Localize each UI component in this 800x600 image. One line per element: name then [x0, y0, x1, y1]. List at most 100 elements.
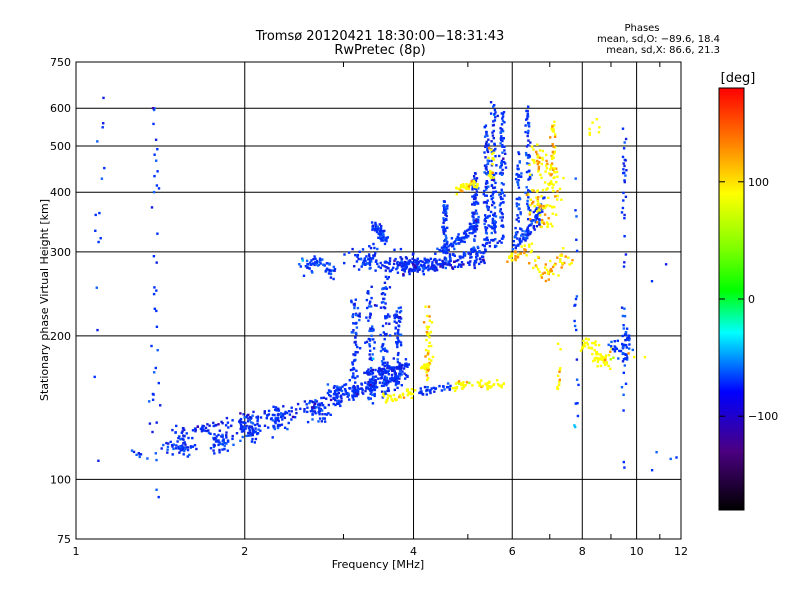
echo-point — [386, 389, 389, 393]
echo-point — [527, 129, 530, 133]
echo-point — [493, 108, 497, 112]
echo-point — [487, 170, 490, 174]
echo-point — [425, 330, 429, 334]
echo-point — [332, 386, 336, 389]
echo-point — [318, 413, 321, 416]
echo-point — [516, 181, 520, 185]
echo-point — [259, 416, 263, 419]
echo-point — [383, 333, 387, 336]
echo-point — [489, 169, 492, 173]
echo-point — [341, 392, 345, 396]
echo-point — [549, 204, 552, 208]
echo-point — [396, 315, 399, 319]
echo-point — [556, 175, 559, 178]
echo-point — [364, 341, 367, 344]
echo-point — [394, 372, 398, 375]
echo-point — [541, 158, 544, 161]
echo-point — [664, 263, 668, 266]
echo-point — [356, 345, 359, 349]
echo-point — [595, 352, 599, 356]
echo-point — [389, 380, 392, 383]
echo-point — [486, 144, 489, 147]
echo-point — [485, 194, 488, 197]
echo-point — [276, 407, 279, 410]
echo-point — [371, 402, 375, 405]
echo-point — [456, 265, 460, 268]
echo-point — [535, 208, 538, 211]
echo-point — [387, 380, 390, 384]
echo-point — [524, 151, 528, 155]
echo-point — [473, 238, 476, 241]
echo-point — [650, 280, 654, 283]
echo-point — [514, 231, 518, 234]
echo-point — [226, 421, 230, 424]
echo-point — [203, 429, 206, 432]
echo-point — [401, 264, 404, 267]
echo-point — [433, 269, 437, 272]
echo-point — [536, 143, 539, 146]
echo-point — [462, 254, 466, 257]
echo-point — [500, 123, 504, 126]
echo-point — [361, 388, 364, 391]
echo-point — [582, 339, 585, 343]
echo-point — [560, 198, 563, 201]
echo-point — [405, 389, 409, 392]
echo-point — [372, 347, 376, 350]
echo-point — [538, 205, 541, 208]
echo-point — [411, 268, 414, 271]
echo-point — [472, 219, 475, 222]
echo-point — [385, 379, 388, 383]
echo-point — [531, 202, 534, 205]
echo-point — [517, 186, 521, 189]
echo-point — [549, 136, 552, 139]
echo-point — [491, 150, 495, 153]
echo-point — [552, 272, 555, 276]
echo-point — [442, 211, 445, 214]
echo-point — [475, 212, 479, 215]
echo-point — [447, 245, 450, 248]
echo-point — [525, 229, 529, 232]
echo-point — [460, 265, 463, 268]
echo-point — [98, 211, 101, 215]
echo-point — [471, 384, 474, 387]
echo-point — [495, 379, 499, 382]
echo-point — [278, 424, 282, 427]
echo-point — [622, 352, 625, 355]
echo-point — [623, 261, 626, 264]
echo-point — [241, 421, 245, 424]
echo-point — [503, 194, 506, 197]
echo-point — [401, 370, 404, 373]
echo-point — [484, 226, 487, 229]
echo-point — [381, 381, 384, 385]
echo-point — [484, 214, 487, 217]
echo-point — [491, 221, 494, 225]
echo-point — [446, 226, 449, 229]
echo-point — [472, 228, 475, 231]
echo-point — [462, 185, 466, 188]
echo-point — [532, 226, 535, 229]
echo-point — [448, 257, 452, 260]
y-tick-label: 300 — [50, 246, 71, 259]
echo-point — [516, 237, 519, 240]
echo-point — [583, 344, 587, 348]
echo-point — [426, 333, 429, 336]
echo-point — [398, 394, 402, 397]
echo-point — [314, 399, 317, 402]
echo-point — [274, 406, 278, 409]
echo-point — [390, 366, 393, 369]
echo-point — [368, 378, 372, 381]
echo-point — [539, 210, 542, 214]
echo-point — [383, 349, 387, 352]
echo-point — [570, 262, 573, 265]
echo-point — [247, 417, 250, 420]
echo-point — [405, 364, 408, 367]
echo-point — [403, 372, 406, 375]
echo-point — [357, 257, 360, 261]
echo-point — [259, 429, 262, 432]
echo-point — [244, 421, 247, 425]
echo-point — [446, 207, 449, 210]
echo-point — [383, 229, 386, 233]
echo-point — [341, 385, 344, 388]
echo-point — [484, 382, 487, 385]
echo-point — [551, 205, 555, 209]
